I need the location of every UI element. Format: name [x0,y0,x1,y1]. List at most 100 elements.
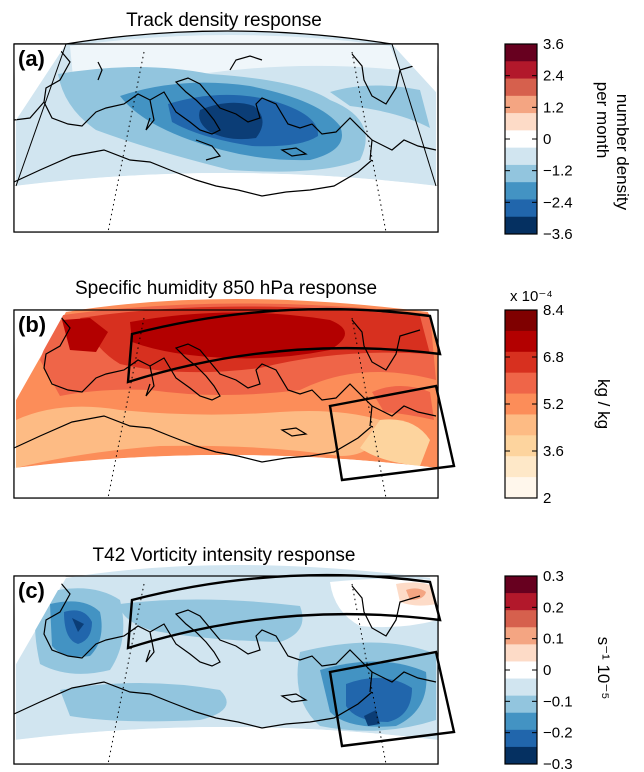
colorbar-band [505,477,537,499]
colorbar-band [505,456,537,478]
panel-b: (b) [13,299,456,499]
colorbar-tick-label: 8.4 [543,302,564,319]
colorbar-band [505,746,537,765]
frame-c-mask [14,576,438,664]
map-a [14,31,438,232]
colorbar-band [505,372,537,395]
colorbar-band [505,393,537,415]
colorbar-band [505,576,537,594]
region-b-c3-w [62,318,108,352]
colorbar-tick-label: 0.2 [543,599,564,616]
colorbar-c-label: s⁻¹ 10⁻⁵ [594,637,613,700]
colorbar-band [505,330,537,353]
colorbar-tick-label: −0.1 [543,693,573,710]
panel-label-b: (b) [18,312,46,337]
frame-a-mask [14,44,438,120]
colorbar-band [505,435,537,457]
panel-label-c: (c) [18,578,45,603]
colorbar-band [505,61,537,80]
frame-a-arc [14,30,438,45]
colorbar-band [505,95,537,114]
panel-a: (a) [13,30,439,233]
frame-b-border [13,309,439,499]
colorbar-tick-label: 0.3 [543,568,564,585]
colorbar-band [505,182,537,200]
colorbar-tick-label: 2 [543,490,551,507]
colorbar-band [505,414,537,436]
title-a: Track density response [126,10,322,31]
region-a-c1-east [330,85,430,128]
title-c: T42 Vorticity intensity response [93,545,356,566]
region-a-c4 [199,102,263,140]
region-b-light [16,406,380,468]
colorbar-band [505,351,537,374]
colorbar-a-label-line1: number density [613,94,632,211]
title-b: Specific humidity 850 hPa response [75,278,377,299]
frame-c-border [13,575,439,765]
colorbar-a-label-line2: per month [593,82,612,159]
colorbar-band [505,216,537,235]
colorbar-band [505,610,537,628]
colorbar-tick-label: −0.2 [543,725,573,742]
panel-c: (c) [13,565,456,765]
panel-label-a: (a) [18,46,45,71]
colorbar-band [505,78,537,97]
box-north-b [126,307,442,384]
colorbar-band [505,44,537,62]
region-c-c4-se [364,710,380,726]
region-b-lighter [360,419,430,466]
colorbar-band [505,593,537,611]
colorbar-band [505,695,537,714]
colorbar-tick-label: 2.4 [543,68,564,85]
colorbar-tick-label: 3.6 [543,36,564,53]
frame-b-mask [14,310,438,400]
box-north-c [126,573,442,650]
region-c-c3-se [346,677,412,722]
colorbar-b: 8.4 6.8 5.2 3.6 2 [504,302,564,507]
colorbar-band [505,310,537,332]
colorbar-band [505,113,537,131]
frame-a-border [13,43,439,233]
colorbar-band [505,199,537,218]
domain-edge-right-a [391,43,437,187]
colorbar-band [505,644,537,662]
colorbar-a: 3.6 2.4 1.2 0 −1.2 −2.4 −3.6 [504,36,573,243]
coastlines-a [13,49,437,197]
colorbar-tick-label: 1.2 [543,99,564,116]
colorbar-tick-label: 0 [543,131,551,148]
region-c-white-south [14,727,438,764]
colorbar-tick-label: −2.4 [543,194,573,211]
box-east-b [328,384,456,482]
colorbar-tick-label: 0 [543,662,551,679]
colorbar-band [505,661,537,680]
colorbar-band [505,147,537,166]
map-c [14,565,438,764]
region-c-salmon [406,588,426,600]
colorbar-tick-label: −3.6 [543,226,573,243]
colorbar-band [505,164,537,183]
colorbar-band [505,729,537,748]
colorbar-tick-label: 5.2 [543,396,564,413]
colorbar-band [505,627,537,645]
box-east-c [328,650,456,748]
colorbar-tick-label: −1.2 [543,163,573,180]
domain-edge-left-a [15,43,67,187]
colorbar-band [505,130,537,149]
colorbar-tick-label: 6.8 [543,349,564,366]
colorbar-b-label: kg / kg [594,379,613,429]
meridians-a [107,51,387,233]
coastlines-b [13,315,437,463]
region-c-c1-south [60,683,227,722]
colorbar-tick-label: −0.3 [543,756,573,772]
colorbar-b-multiplier: x 10⁻⁴ [510,288,553,305]
colorbar-c: 0.3 0.2 0.1 0 −0.1 −0.2 −0.3 [504,568,573,772]
colorbar-tick-label: 3.6 [543,443,564,460]
region-b-c3 [130,312,345,359]
colorbar-band [505,678,537,697]
region-c-c4-west [72,618,84,632]
colorbar-tick-label: 0.1 [543,631,564,648]
region-b-white-south [14,455,438,498]
region-a-white-south [14,173,438,232]
colorbar-band [505,712,537,731]
